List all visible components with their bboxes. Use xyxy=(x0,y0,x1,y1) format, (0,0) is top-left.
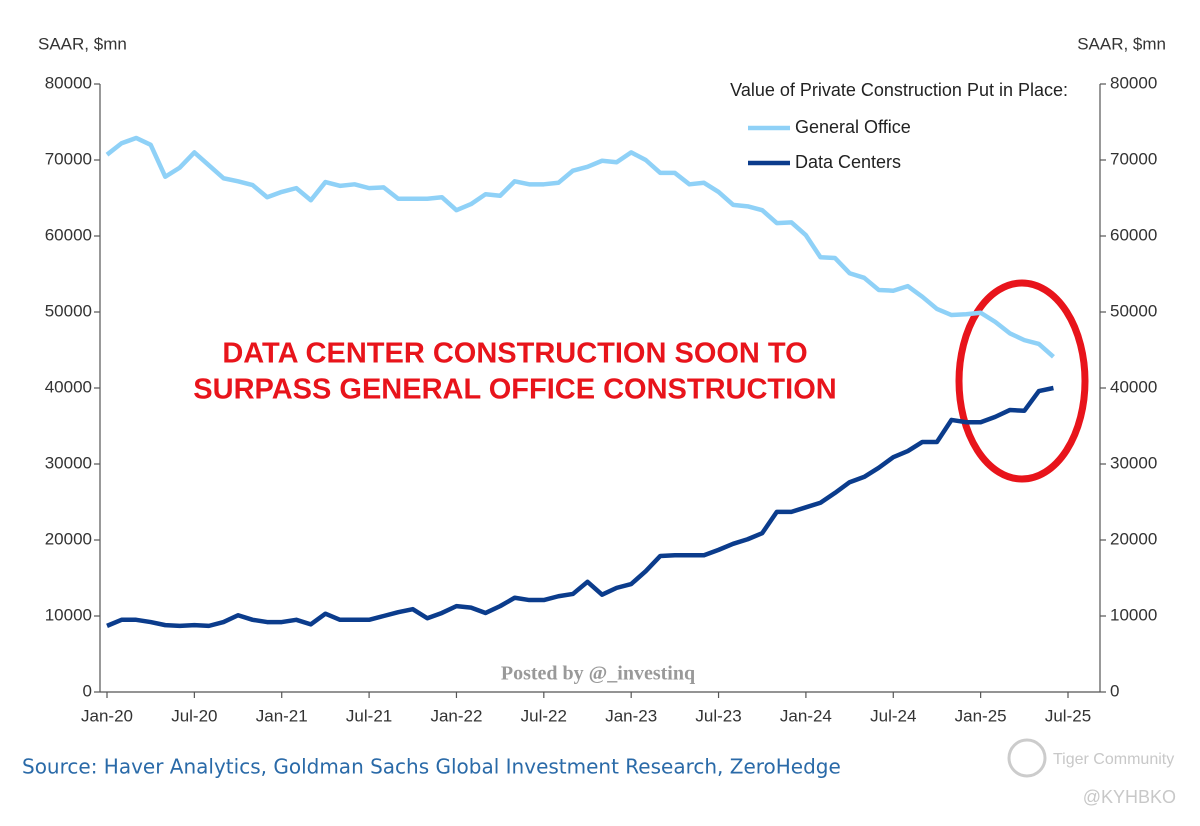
x-tick-label: Jul-25 xyxy=(1045,706,1091,725)
y-tick-label: 0 xyxy=(83,681,92,700)
series-line xyxy=(105,135,1055,359)
x-tick-label: Jul-20 xyxy=(171,706,217,725)
x-tick-label: Jan-21 xyxy=(256,706,308,725)
y2-tick-label: 30000 xyxy=(1110,453,1157,472)
y2-tick-label: 60000 xyxy=(1110,225,1157,244)
y-axis-label: SAAR, $mn xyxy=(38,34,127,53)
x-tick-label: Jan-23 xyxy=(605,706,657,725)
y2-tick-label: 80000 xyxy=(1110,73,1157,92)
legend-title: Value of Private Construction Put in Pla… xyxy=(730,80,1068,100)
y-tick-label: 40000 xyxy=(45,377,92,396)
legend-label: Data Centers xyxy=(795,152,901,172)
x-tick-label: Jan-22 xyxy=(430,706,482,725)
credit: Posted by @_investinq xyxy=(501,663,695,685)
y-tick-label: 60000 xyxy=(45,225,92,244)
y-tick-label: 10000 xyxy=(45,605,92,624)
y2-axis-label: SAAR, $mn xyxy=(1077,34,1166,53)
annotation: DATA CENTER CONSTRUCTION SOON TO xyxy=(222,338,807,370)
x-tick-label: Jan-20 xyxy=(81,706,133,725)
y-tick-label: 70000 xyxy=(45,149,92,168)
y-tick-label: 20000 xyxy=(45,529,92,548)
y2-tick-label: 0 xyxy=(1110,681,1119,700)
x-tick-label: Jul-24 xyxy=(870,706,916,725)
annotation: SURPASS GENERAL OFFICE CONSTRUCTION xyxy=(193,374,836,406)
source: Source: Haver Analytics, Goldman Sachs G… xyxy=(22,755,841,779)
y2-tick-label: 20000 xyxy=(1110,529,1157,548)
x-tick-label: Jan-25 xyxy=(955,706,1007,725)
y2-tick-label: 40000 xyxy=(1110,377,1157,396)
y-tick-label: 80000 xyxy=(45,73,92,92)
legend-label: General Office xyxy=(795,117,911,137)
x-tick-label: Jul-22 xyxy=(521,706,567,725)
highlight-ellipse xyxy=(955,279,1089,483)
y2-tick-label: 70000 xyxy=(1110,149,1157,168)
y2-tick-label: 10000 xyxy=(1110,605,1157,624)
y2-tick-label: 50000 xyxy=(1110,301,1157,320)
y-tick-label: 30000 xyxy=(45,453,92,472)
handle: @KYHBKO xyxy=(1083,787,1176,807)
x-tick-label: Jan-24 xyxy=(780,706,832,725)
watermark-logo xyxy=(1007,738,1047,778)
x-tick-label: Jul-21 xyxy=(346,706,392,725)
watermark: Tiger Community xyxy=(1053,751,1174,768)
series-line xyxy=(106,385,1054,629)
x-tick-label: Jul-23 xyxy=(695,706,741,725)
y-tick-label: 50000 xyxy=(45,301,92,320)
